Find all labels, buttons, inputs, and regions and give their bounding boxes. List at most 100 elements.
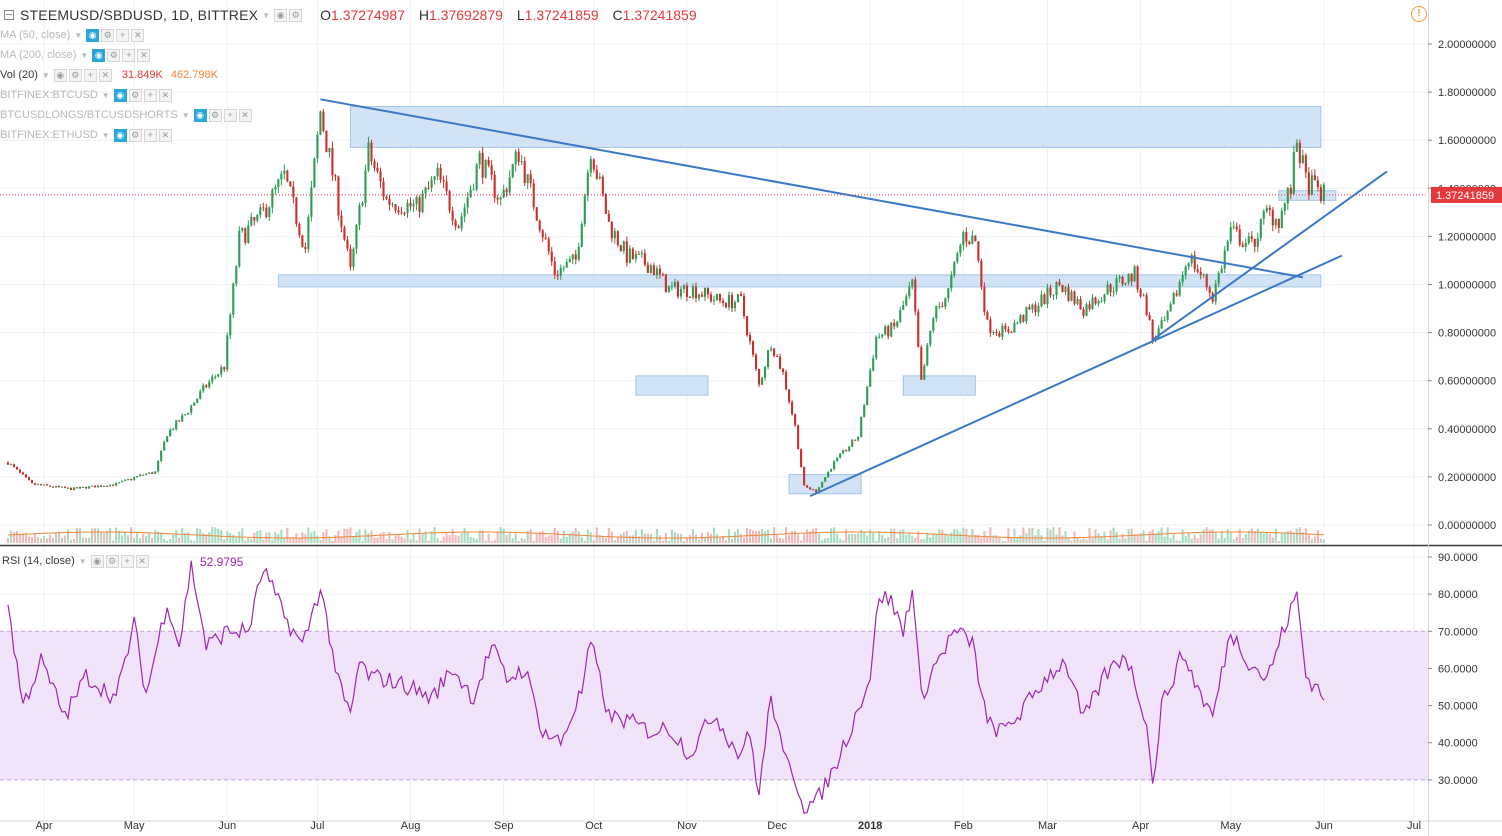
close-icon[interactable]: ✕ bbox=[98, 68, 112, 82]
eye-icon[interactable]: ◉ bbox=[113, 88, 127, 102]
rsi-header[interactable]: RSI (14, close) ▼ ◉ ⚙ + ✕ bbox=[2, 553, 151, 569]
gear-icon[interactable]: ⚙ bbox=[68, 68, 82, 82]
plus-icon[interactable]: + bbox=[120, 554, 134, 568]
volume-bar bbox=[1226, 529, 1229, 543]
chevron-down-icon[interactable]: ▼ bbox=[181, 110, 190, 120]
chevron-down-icon[interactable]: ▼ bbox=[262, 10, 271, 20]
symbol-title[interactable]: STEEMUSD/SBDUSD, 1D, BITTREX bbox=[20, 7, 259, 23]
candle-body bbox=[1244, 242, 1247, 247]
candle-body bbox=[193, 402, 196, 406]
rsi-tick-label: 40.0000 bbox=[1438, 738, 1478, 750]
eye-icon[interactable]: ◉ bbox=[113, 128, 127, 142]
chevron-down-icon[interactable]: ▼ bbox=[78, 556, 87, 566]
candle-body bbox=[649, 265, 652, 273]
volume-bar bbox=[821, 540, 824, 543]
volume-bar bbox=[1163, 536, 1166, 543]
indicator-row-ma50[interactable]: MA (50, close) ▼ ◉ ⚙ + ✕ bbox=[0, 27, 146, 43]
alert-icon[interactable]: ! bbox=[1411, 6, 1427, 22]
eye-icon[interactable]: ◉ bbox=[53, 68, 67, 82]
close-icon[interactable]: ✕ bbox=[238, 108, 252, 122]
volume-bar bbox=[1235, 536, 1238, 543]
volume-bar bbox=[709, 533, 713, 543]
volume-ma-value: 462.798K bbox=[170, 69, 218, 81]
price-tick-label: 1.20000000 bbox=[1438, 231, 1496, 243]
volume-bar bbox=[1121, 533, 1124, 543]
close-icon[interactable]: ✕ bbox=[137, 48, 151, 62]
plus-icon[interactable]: + bbox=[143, 88, 157, 102]
eye-icon[interactable]: ◉ bbox=[274, 8, 288, 22]
candle-body bbox=[974, 235, 977, 242]
plus-icon[interactable]: + bbox=[223, 108, 237, 122]
candle-body bbox=[21, 472, 25, 475]
volume-bar bbox=[283, 538, 286, 543]
volume-bar bbox=[739, 533, 743, 543]
volume-bar bbox=[343, 528, 346, 543]
indicator-row-ma200[interactable]: MA (200, close) ▼ ◉ ⚙ + ✕ bbox=[0, 47, 152, 63]
close-icon[interactable]: ✕ bbox=[135, 554, 149, 568]
candle-body bbox=[184, 414, 187, 416]
candle-body bbox=[965, 232, 968, 242]
volume-bar bbox=[1136, 534, 1139, 543]
gear-icon[interactable]: ⚙ bbox=[289, 8, 303, 22]
volume-bar bbox=[547, 535, 550, 543]
candle-body bbox=[1316, 180, 1319, 188]
candle-body bbox=[1214, 283, 1217, 302]
candle-body bbox=[1007, 329, 1010, 333]
chevron-down-icon[interactable]: ▼ bbox=[101, 90, 110, 100]
collapse-icon[interactable] bbox=[4, 10, 14, 20]
close-icon[interactable]: ✕ bbox=[158, 128, 172, 142]
plus-icon[interactable]: + bbox=[122, 48, 136, 62]
gear-icon[interactable]: ⚙ bbox=[105, 554, 119, 568]
plus-icon[interactable]: + bbox=[143, 128, 157, 142]
candle-body bbox=[947, 288, 950, 299]
candle-body bbox=[806, 485, 809, 488]
volume-bar bbox=[85, 537, 88, 543]
gear-icon[interactable]: ⚙ bbox=[107, 48, 121, 62]
volume-bar bbox=[481, 530, 484, 543]
volume-bar bbox=[30, 536, 34, 543]
candle-body bbox=[1223, 250, 1226, 269]
close-icon[interactable]: ✕ bbox=[158, 88, 172, 102]
candle-body bbox=[106, 486, 109, 488]
candle-body bbox=[914, 279, 917, 312]
indicator-row-ethusd[interactable]: BITFINEX:ETHUSD ▼ ◉ ⚙ + ✕ bbox=[0, 127, 174, 143]
plus-icon[interactable]: + bbox=[116, 28, 130, 42]
candle-body bbox=[60, 486, 64, 488]
candle-body bbox=[1157, 328, 1160, 339]
eye-icon[interactable]: ◉ bbox=[92, 48, 106, 62]
volume-bar bbox=[88, 537, 91, 543]
volume-bar bbox=[91, 528, 94, 543]
candle-body bbox=[367, 142, 370, 171]
indicator-row-btcusd[interactable]: BITFINEX:BTCUSD ▼ ◉ ⚙ + ✕ bbox=[0, 87, 174, 103]
volume-bar bbox=[1166, 527, 1169, 543]
gear-icon[interactable]: ⚙ bbox=[128, 88, 142, 102]
chevron-down-icon[interactable]: ▼ bbox=[74, 30, 83, 40]
chevron-down-icon[interactable]: ▼ bbox=[41, 70, 50, 80]
candle-body bbox=[685, 285, 688, 297]
candle-body bbox=[1142, 295, 1145, 297]
gear-icon[interactable]: ⚙ bbox=[128, 128, 142, 142]
chevron-down-icon[interactable]: ▼ bbox=[101, 130, 110, 140]
eye-icon[interactable]: ◉ bbox=[86, 28, 100, 42]
plus-icon[interactable]: + bbox=[83, 68, 97, 82]
indicator-row-btc-longs-shorts[interactable]: BTCUSDLONGS/BTCUSDSHORTS ▼ ◉ ⚙ + ✕ bbox=[0, 107, 254, 123]
close-icon[interactable]: ✕ bbox=[131, 28, 145, 42]
volume-bar bbox=[1001, 540, 1004, 543]
volume-bar bbox=[851, 534, 854, 543]
volume-bar bbox=[21, 533, 25, 543]
chevron-down-icon[interactable]: ▼ bbox=[80, 50, 89, 60]
volume-bar bbox=[436, 537, 439, 543]
low-value: 1.37241859 bbox=[524, 7, 599, 23]
eye-icon[interactable]: ◉ bbox=[90, 554, 104, 568]
candle-body bbox=[1115, 278, 1118, 292]
candle-body bbox=[818, 487, 821, 493]
indicator-row-volume[interactable]: Vol (20) ▼ ◉ ⚙ + ✕ 31.849K 462.798K bbox=[0, 67, 218, 83]
volume-bar bbox=[472, 537, 475, 543]
candle-body bbox=[514, 151, 517, 165]
eye-icon[interactable]: ◉ bbox=[193, 108, 207, 122]
candle-body bbox=[376, 167, 379, 172]
gear-icon[interactable]: ⚙ bbox=[208, 108, 222, 122]
gear-icon[interactable]: ⚙ bbox=[101, 28, 115, 42]
candle-body bbox=[349, 248, 352, 267]
